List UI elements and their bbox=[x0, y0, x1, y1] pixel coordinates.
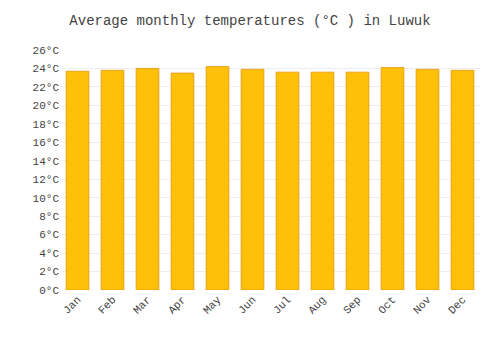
svg-text:4°C: 4°C bbox=[39, 248, 59, 260]
svg-text:Oct: Oct bbox=[376, 294, 398, 316]
svg-text:16°C: 16°C bbox=[33, 137, 60, 149]
svg-text:Jul: Jul bbox=[271, 294, 293, 316]
svg-text:24°C: 24°C bbox=[33, 63, 60, 75]
svg-text:Jun: Jun bbox=[236, 294, 258, 316]
svg-text:Mar: Mar bbox=[131, 294, 153, 316]
svg-text:Jan: Jan bbox=[61, 294, 83, 316]
svg-text:6°C: 6°C bbox=[39, 229, 59, 241]
svg-text:Sep: Sep bbox=[341, 294, 363, 316]
svg-text:14°C: 14°C bbox=[33, 156, 60, 168]
svg-text:Average monthly temperatures (: Average monthly temperatures (°C ) in Lu… bbox=[69, 13, 430, 29]
svg-text:20°C: 20°C bbox=[33, 100, 60, 112]
svg-text:0°C: 0°C bbox=[39, 285, 59, 297]
svg-text:Apr: Apr bbox=[166, 294, 188, 316]
svg-text:Dec: Dec bbox=[446, 294, 468, 316]
svg-text:2°C: 2°C bbox=[39, 266, 59, 278]
svg-text:12°C: 12°C bbox=[33, 174, 60, 186]
svg-text:Aug: Aug bbox=[306, 294, 328, 316]
svg-text:10°C: 10°C bbox=[33, 193, 60, 205]
svg-text:22°C: 22°C bbox=[33, 82, 60, 94]
svg-text:Feb: Feb bbox=[96, 294, 118, 316]
svg-text:8°C: 8°C bbox=[39, 211, 59, 223]
svg-text:May: May bbox=[201, 294, 224, 317]
svg-text:Nov: Nov bbox=[411, 294, 434, 317]
svg-text:18°C: 18°C bbox=[33, 119, 60, 131]
svg-text:26°C: 26°C bbox=[33, 45, 60, 57]
